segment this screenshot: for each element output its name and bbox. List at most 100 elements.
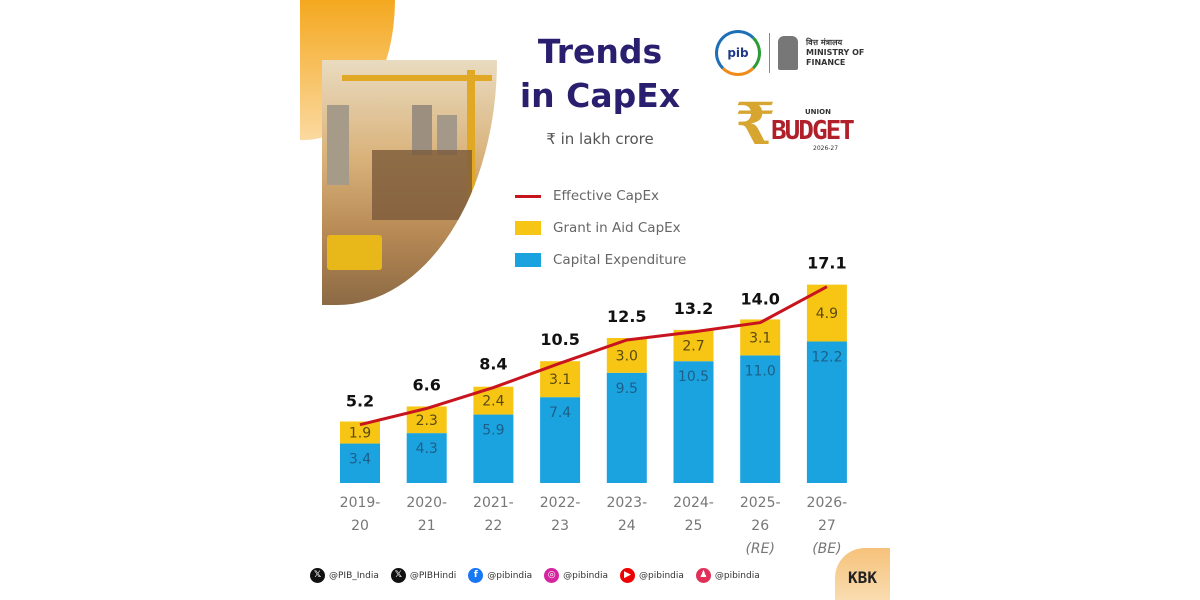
capital-value-label: 11.0	[745, 363, 776, 379]
rupee-icon: ₹	[735, 90, 776, 158]
grant-value-label: 2.3	[416, 413, 438, 429]
total-value-label: 17.1	[807, 254, 846, 273]
social-handle-text: @pibindia	[487, 570, 533, 581]
budget-word: BUDGET	[771, 116, 855, 146]
bar-capital-expenditure	[740, 355, 781, 483]
legend-label: Effective CapEx	[553, 188, 659, 204]
legend-label: Capital Expenditure	[553, 252, 687, 268]
total-value-label: 14.0	[740, 290, 779, 309]
bar-grant-in-aid	[673, 329, 714, 362]
legend-item-effective: Effective CapEx	[515, 180, 686, 212]
unit-label: ₹ in lakh crore	[546, 130, 654, 148]
total-value-label: 13.2	[674, 299, 713, 318]
bar-capital-expenditure	[406, 433, 447, 483]
social-handle-text: @PIB_India	[329, 570, 379, 581]
bar-capital-expenditure	[473, 414, 514, 483]
legend-line-swatch	[515, 194, 541, 198]
x-tick-label: (BE)	[812, 541, 841, 557]
x-tick-label: 2019-	[340, 495, 381, 511]
social-handle[interactable]: f @pibindia	[468, 568, 532, 583]
social-handle[interactable]: 𝕏 @PIBHindi	[390, 568, 457, 583]
x-tick-label: 24	[618, 518, 636, 534]
total-value-label: 12.5	[607, 307, 646, 326]
x-tick-label: 2026-	[807, 495, 848, 511]
title-line-1: Trends	[537, 32, 663, 71]
legend-swatch	[515, 221, 541, 235]
x-tick-label: 26	[751, 518, 769, 534]
legend-item-capital: Capital Expenditure	[515, 244, 686, 276]
x-icon: 𝕏	[310, 568, 325, 583]
grant-value-label: 1.9	[349, 426, 371, 442]
infographic-card: Trends in CapEx ₹ in lakh crore pib वित्त…	[300, 0, 900, 600]
national-emblem-icon	[778, 36, 798, 70]
ministry-of-finance-label: वित्त मंत्रालय MINISTRY OF FINANCE	[806, 38, 866, 68]
ministry-hindi: वित्त मंत्रालय	[806, 38, 843, 47]
capital-value-label: 4.3	[416, 441, 438, 457]
title-line-2: in CapEx	[519, 76, 681, 115]
grant-value-label: 2.4	[482, 394, 504, 410]
construction-site-image	[322, 60, 497, 305]
bar-grant-in-aid	[340, 421, 380, 444]
legend-label: Grant in Aid CapEx	[553, 220, 681, 236]
social-handle[interactable]: ♟ @pibindia	[695, 568, 760, 583]
capital-value-label: 10.5	[678, 369, 709, 385]
x-tick-label: 25	[685, 518, 703, 534]
grant-value-label: 2.7	[682, 339, 704, 355]
social-handle-text: @pibindia	[714, 570, 760, 581]
x-tick-label: 2020-	[406, 495, 447, 511]
social-handle-text: @pibindia	[639, 570, 684, 581]
legend-swatch	[515, 253, 541, 267]
x-tick-label: 23	[551, 518, 569, 534]
x-tick-label: (RE)	[745, 541, 775, 557]
social-handle[interactable]: ◎ @pibindia	[544, 568, 608, 583]
budget-year: 2026-27	[813, 145, 839, 152]
capital-value-label: 3.4	[349, 452, 371, 468]
page-title: Trends in CapEx	[510, 30, 690, 118]
youtube-icon: ▶	[620, 568, 636, 583]
social-handle[interactable]: 𝕏 @PIB_India	[310, 568, 379, 583]
social-handle[interactable]: ▶ @pibindia	[620, 568, 684, 583]
social-footer: 𝕏 @PIB_India 𝕏 @PIBHindi f @pibindia ◎ @pibindi…	[310, 568, 760, 583]
bar-capital-expenditure	[673, 361, 714, 483]
bar-capital-expenditure	[340, 443, 380, 483]
bar-capital-expenditure	[540, 397, 581, 483]
x-tick-label: 2025-	[740, 495, 781, 511]
effective-capex-line	[359, 285, 828, 427]
grant-value-label: 3.1	[749, 330, 771, 346]
social-handle-text: @PIBHindi	[409, 570, 457, 581]
total-value-label: 8.4	[479, 355, 507, 374]
social-handle-text: @pibindia	[563, 570, 609, 581]
union-budget-logo: ₹ UNION BUDGET 2026-27	[735, 90, 855, 160]
kooapp-icon: ♟	[695, 568, 711, 583]
chart-legend: Effective CapEx Grant in Aid CapEx Capit…	[515, 180, 686, 276]
x-tick-label: 21	[418, 518, 436, 534]
total-value-label: 6.6	[413, 375, 441, 394]
capital-value-label: 12.2	[811, 349, 842, 365]
total-value-label: 10.5	[540, 330, 579, 349]
logos: pib वित्त मंत्रालय MINISTRY OF FINANCE	[715, 30, 866, 76]
x-tick-label: 20	[351, 518, 369, 534]
facebook-icon: f	[468, 568, 484, 583]
kbk-badge: KBK	[835, 548, 890, 600]
pib-logo: pib	[715, 30, 761, 76]
x-tick-label: 22	[484, 518, 502, 534]
grant-value-label: 4.9	[816, 306, 838, 322]
x-icon: 𝕏	[390, 568, 406, 583]
capital-value-label: 5.9	[482, 423, 504, 439]
budget-union: UNION	[805, 108, 831, 116]
x-tick-label: 27	[818, 518, 836, 534]
logo-divider	[769, 33, 770, 73]
x-tick-label: 2022-	[540, 495, 581, 511]
x-tick-label: 2021-	[473, 495, 514, 511]
instagram-icon: ◎	[544, 568, 560, 583]
capital-value-label: 7.4	[549, 405, 571, 421]
grant-value-label: 3.1	[549, 372, 571, 388]
capital-value-label: 9.5	[616, 381, 638, 397]
bar-capital-expenditure	[806, 341, 847, 483]
x-tick-label: 2023-	[606, 495, 647, 511]
grant-value-label: 3.0	[616, 348, 638, 364]
legend-item-grant: Grant in Aid CapEx	[515, 212, 686, 244]
total-value-label: 5.2	[346, 392, 374, 411]
x-tick-label: 2024-	[673, 495, 714, 511]
bar-capital-expenditure	[606, 372, 647, 483]
